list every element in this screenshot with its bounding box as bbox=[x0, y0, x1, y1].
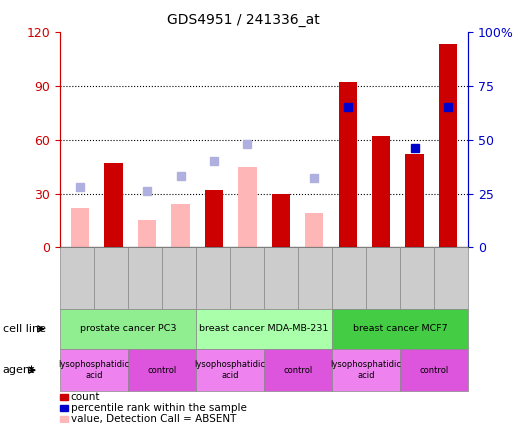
Bar bbox=[172, 204, 190, 247]
Text: lysophosphatidic
acid: lysophosphatidic acid bbox=[195, 360, 266, 380]
Bar bbox=[338, 82, 357, 247]
Bar bbox=[71, 208, 89, 247]
Text: control: control bbox=[283, 365, 313, 375]
Bar bbox=[305, 213, 323, 247]
Bar bbox=[105, 163, 123, 247]
Bar bbox=[138, 220, 156, 247]
Text: count: count bbox=[71, 392, 100, 402]
Text: percentile rank within the sample: percentile rank within the sample bbox=[71, 403, 246, 413]
Text: control: control bbox=[419, 365, 449, 375]
Text: breast cancer MCF7: breast cancer MCF7 bbox=[353, 324, 447, 333]
Text: GDS4951 / 241336_at: GDS4951 / 241336_at bbox=[167, 13, 320, 27]
Text: agent: agent bbox=[3, 365, 35, 375]
Bar bbox=[372, 136, 390, 247]
Bar bbox=[439, 44, 457, 247]
Text: lysophosphatidic
acid: lysophosphatidic acid bbox=[331, 360, 402, 380]
Text: value, Detection Call = ABSENT: value, Detection Call = ABSENT bbox=[71, 414, 236, 423]
Text: lysophosphatidic
acid: lysophosphatidic acid bbox=[59, 360, 130, 380]
Text: breast cancer MDA-MB-231: breast cancer MDA-MB-231 bbox=[199, 324, 329, 333]
Text: prostate cancer PC3: prostate cancer PC3 bbox=[80, 324, 176, 333]
Bar bbox=[205, 190, 223, 247]
Text: control: control bbox=[147, 365, 177, 375]
Bar bbox=[238, 167, 257, 247]
Text: cell line: cell line bbox=[3, 324, 46, 334]
Bar bbox=[271, 194, 290, 247]
Bar bbox=[405, 154, 424, 247]
